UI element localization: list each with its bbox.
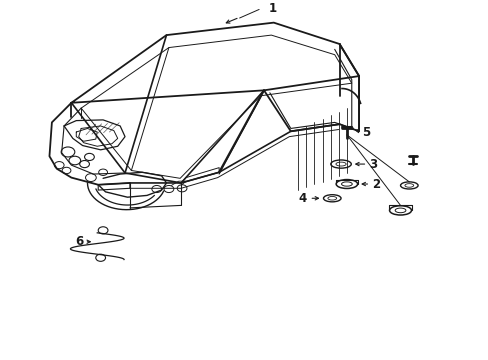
Text: 1: 1 xyxy=(268,2,276,15)
Text: 5: 5 xyxy=(362,126,370,139)
Text: 6: 6 xyxy=(76,235,83,248)
Text: 3: 3 xyxy=(368,158,377,171)
Text: 2: 2 xyxy=(371,178,380,191)
Text: 4: 4 xyxy=(298,192,306,205)
